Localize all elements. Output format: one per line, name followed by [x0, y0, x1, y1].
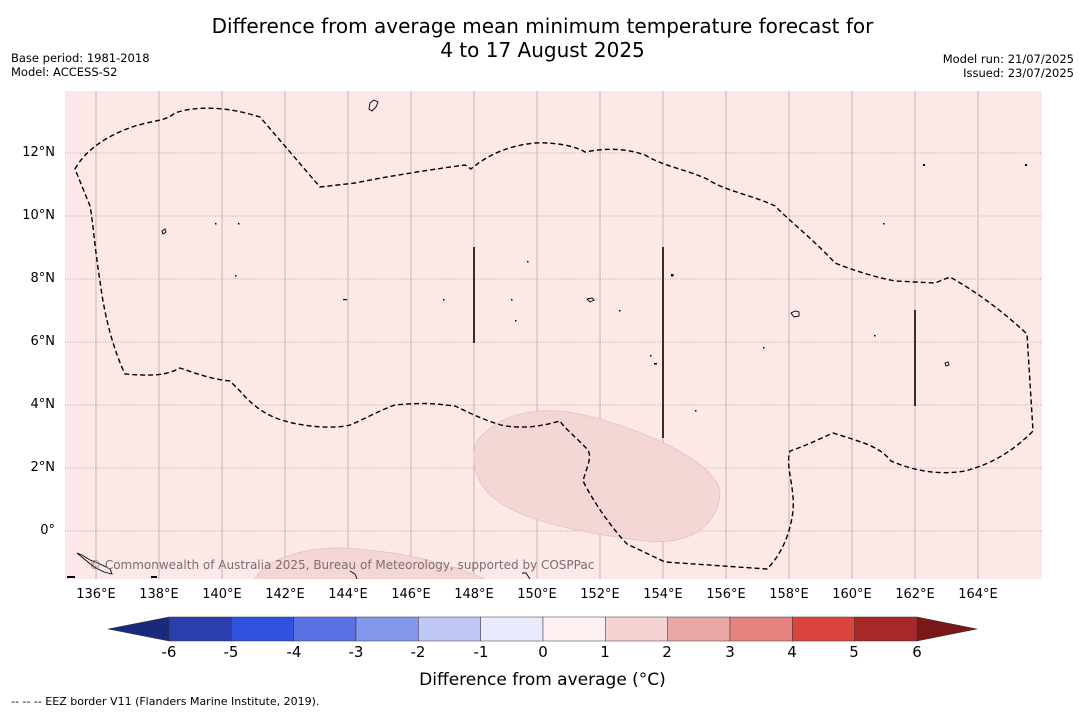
lat-label-12n: 12°N	[22, 145, 55, 160]
colorbar-segment	[293, 616, 357, 642]
colorbar-segment	[792, 616, 855, 642]
map-area	[65, 91, 1042, 579]
copyright-notice: © Commonwealth of Australia 2025, Bureau…	[89, 558, 595, 572]
lon-label-154e: 154°E	[643, 587, 683, 602]
cbar-tick-p4: 4	[787, 643, 797, 661]
cbar-tick-m3: -3	[348, 643, 364, 661]
cbar-tick-p6: 6	[912, 643, 922, 661]
map-title: Difference from average mean minimum tem…	[0, 14, 1085, 62]
model-name: Model: ACCESS-S2	[11, 65, 118, 79]
meta-left: Base period: 1981-2018 Model: ACCESS-S2	[11, 51, 150, 79]
base-period: Base period: 1981-2018	[11, 51, 150, 65]
lon-label-146e: 146°E	[391, 587, 431, 602]
lon-label-152e: 152°E	[580, 587, 620, 602]
meta-right: Model run: 21/07/2025 Issued: 23/07/2025	[943, 52, 1074, 80]
colorbar-segment	[418, 616, 481, 642]
lon-label-138e: 138°E	[139, 587, 179, 602]
lon-label-136e: 136°E	[76, 587, 116, 602]
lon-label-156e: 156°E	[706, 587, 746, 602]
cbar-tick-m5: -5	[223, 643, 239, 661]
title-line-1: Difference from average mean minimum tem…	[211, 14, 874, 38]
colorbar-segment	[480, 616, 544, 642]
colorbar-segment	[667, 616, 731, 642]
cbar-tick-m4: -4	[286, 643, 302, 661]
cbar-tick-p2: 2	[662, 643, 672, 661]
lon-label-140e: 140°E	[202, 587, 242, 602]
colorbar-segment	[729, 616, 793, 642]
colorbar-over-arrow	[916, 616, 978, 642]
eez-border	[74, 107, 1034, 570]
marker-lines	[473, 247, 916, 438]
small-islets	[67, 164, 1027, 578]
model-run: Model run: 21/07/2025	[942, 52, 1074, 66]
lat-label-8n: 8°N	[30, 271, 56, 286]
colorbar-segment	[605, 616, 668, 642]
islands	[76, 99, 950, 579]
cbar-tick-m6: -6	[161, 643, 177, 661]
colorbar-segments	[168, 616, 918, 642]
lon-label-162e: 162°E	[895, 587, 935, 602]
title-line-2: 4 to 17 August 2025	[440, 38, 645, 62]
lon-label-144e: 144°E	[328, 587, 368, 602]
cbar-tick-0: 0	[538, 643, 548, 661]
lat-label-2n: 2°N	[30, 460, 56, 475]
eez-footnote: -- -- -- EEZ border V11 (Flanders Marine…	[11, 695, 320, 708]
cbar-tick-p3: 3	[725, 643, 735, 661]
lon-label-148e: 148°E	[454, 587, 494, 602]
anomaly-region	[473, 410, 721, 542]
cbar-tick-p1: 1	[600, 643, 610, 661]
lon-label-160e: 160°E	[832, 587, 872, 602]
colorbar-segment	[231, 616, 294, 642]
cbar-tick-m1: -1	[473, 643, 489, 661]
colorbar-segment	[854, 616, 918, 642]
lon-label-142e: 142°E	[265, 587, 305, 602]
lon-label-158e: 158°E	[769, 587, 809, 602]
lat-label-4n: 4°N	[30, 397, 56, 412]
cbar-tick-p5: 5	[849, 643, 859, 661]
colorbar-segment	[355, 616, 419, 642]
lon-label-164e: 164°E	[958, 587, 998, 602]
colorbar-segment	[168, 616, 232, 642]
lat-label-6n: 6°N	[30, 334, 56, 349]
map-svg	[65, 91, 1042, 579]
cbar-tick-m2: -2	[410, 643, 426, 661]
issued-date: Issued: 23/07/2025	[963, 66, 1074, 80]
lat-label-10n: 10°N	[22, 208, 55, 223]
anomaly-region-south	[254, 547, 486, 579]
colorbar-under-arrow	[107, 616, 170, 642]
colorbar-segment	[542, 616, 606, 642]
lat-label-0: 0°	[40, 523, 55, 538]
lon-label-150e: 150°E	[517, 587, 557, 602]
colorbar-label: Difference from average (°C)	[419, 670, 666, 690]
